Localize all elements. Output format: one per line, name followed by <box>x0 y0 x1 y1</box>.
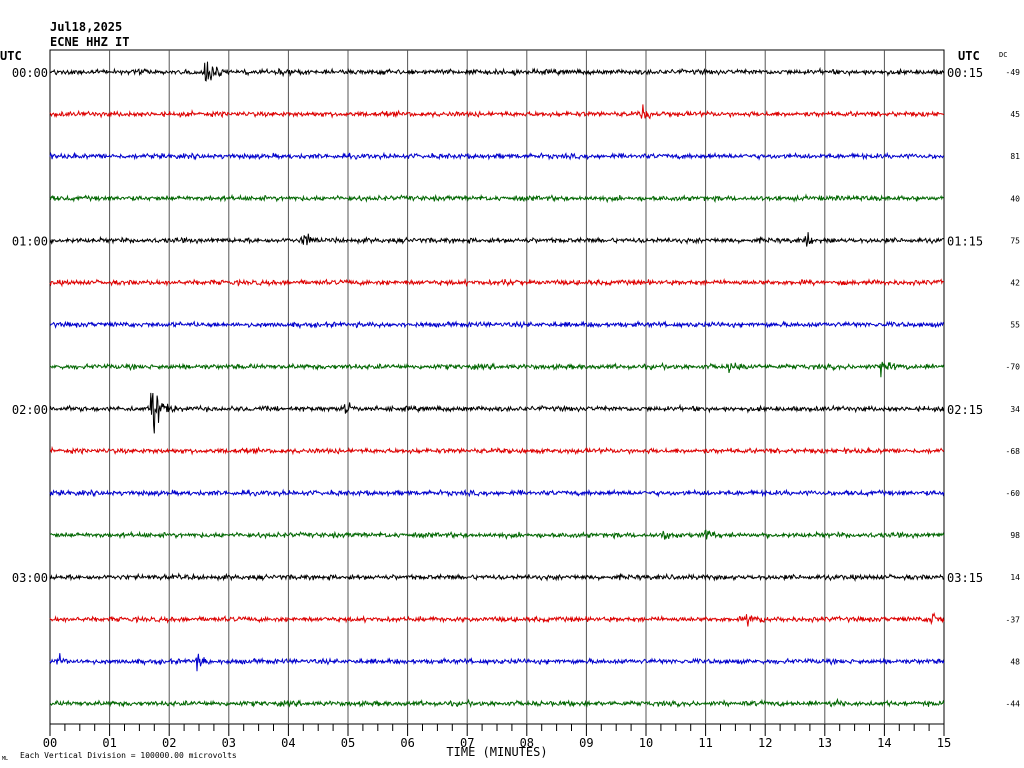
recording-date: Jul18,2025 <box>50 20 123 34</box>
right-axis-title: UTC <box>958 49 980 63</box>
right-time-label: 01:15 <box>947 234 983 248</box>
trace-1 <box>49 104 945 120</box>
x-tick-label: 02 <box>162 736 176 750</box>
dc-value: 98 <box>1010 531 1020 540</box>
station-name: ECNE HHZ IT <box>50 35 130 49</box>
trace-12 <box>49 572 944 583</box>
x-tick-label: 04 <box>281 736 295 750</box>
x-tick-label: 12 <box>758 736 772 750</box>
dc-value: 42 <box>1010 279 1020 288</box>
x-tick-label: 11 <box>698 736 712 750</box>
scale-note: Each Vertical Division = 100000.00 micro… <box>20 751 237 760</box>
dc-value: 81 <box>1010 152 1020 161</box>
trace-8 <box>49 392 945 434</box>
x-axis-label: TIME (MINUTES) <box>446 745 547 759</box>
x-tick-label: 03 <box>222 736 236 750</box>
trace-6 <box>49 320 945 330</box>
dc-value: 55 <box>1010 321 1020 330</box>
left-axis-title: UTC <box>0 49 22 63</box>
x-tick-label: 13 <box>818 736 832 750</box>
dc-value: 34 <box>1010 405 1020 414</box>
dc-column-title: DC <box>999 51 1007 59</box>
right-time-label: 03:15 <box>947 571 983 585</box>
dc-value: 75 <box>1010 236 1020 245</box>
trace-13 <box>49 612 945 627</box>
trace-14 <box>49 653 945 672</box>
trace-4 <box>49 232 945 247</box>
left-time-label: 00:00 <box>12 66 48 80</box>
x-tick-label: 05 <box>341 736 355 750</box>
right-time-label: 02:15 <box>947 403 983 417</box>
trace-15 <box>49 697 945 709</box>
corner-mark: ML <box>2 756 8 762</box>
x-tick-label: 15 <box>937 736 951 750</box>
trace-2 <box>49 151 945 161</box>
dc-value: -37 <box>1006 615 1021 624</box>
x-tick-label: 08 <box>520 736 534 750</box>
x-tick-label: 01 <box>102 736 116 750</box>
dc-value: 14 <box>1010 573 1020 582</box>
trace-7 <box>49 361 945 378</box>
dc-value: -60 <box>1006 489 1021 498</box>
left-time-label: 01:00 <box>12 234 48 248</box>
x-tick-label: 09 <box>579 736 593 750</box>
dc-value: -70 <box>1006 363 1021 372</box>
x-tick-label: 10 <box>639 736 653 750</box>
dc-value: -49 <box>1006 68 1021 77</box>
x-tick-label: 00 <box>43 736 57 750</box>
x-tick-label: 06 <box>400 736 414 750</box>
trace-5 <box>49 278 945 288</box>
dc-value: -68 <box>1006 447 1021 456</box>
right-time-label: 00:15 <box>947 66 983 80</box>
trace-9 <box>49 445 945 456</box>
dc-value: -44 <box>1006 700 1021 709</box>
dc-value: 45 <box>1010 110 1020 119</box>
trace-3 <box>49 193 945 204</box>
left-time-label: 03:00 <box>12 571 48 585</box>
trace-10 <box>49 488 945 498</box>
x-tick-label: 14 <box>877 736 891 750</box>
dc-value: 40 <box>1010 194 1020 203</box>
plot-frame <box>49 49 945 725</box>
left-time-label: 02:00 <box>12 403 48 417</box>
trace-0 <box>49 61 945 82</box>
trace-11 <box>49 529 945 541</box>
x-tick-label: 07 <box>460 736 474 750</box>
dc-value: 48 <box>1010 657 1020 666</box>
